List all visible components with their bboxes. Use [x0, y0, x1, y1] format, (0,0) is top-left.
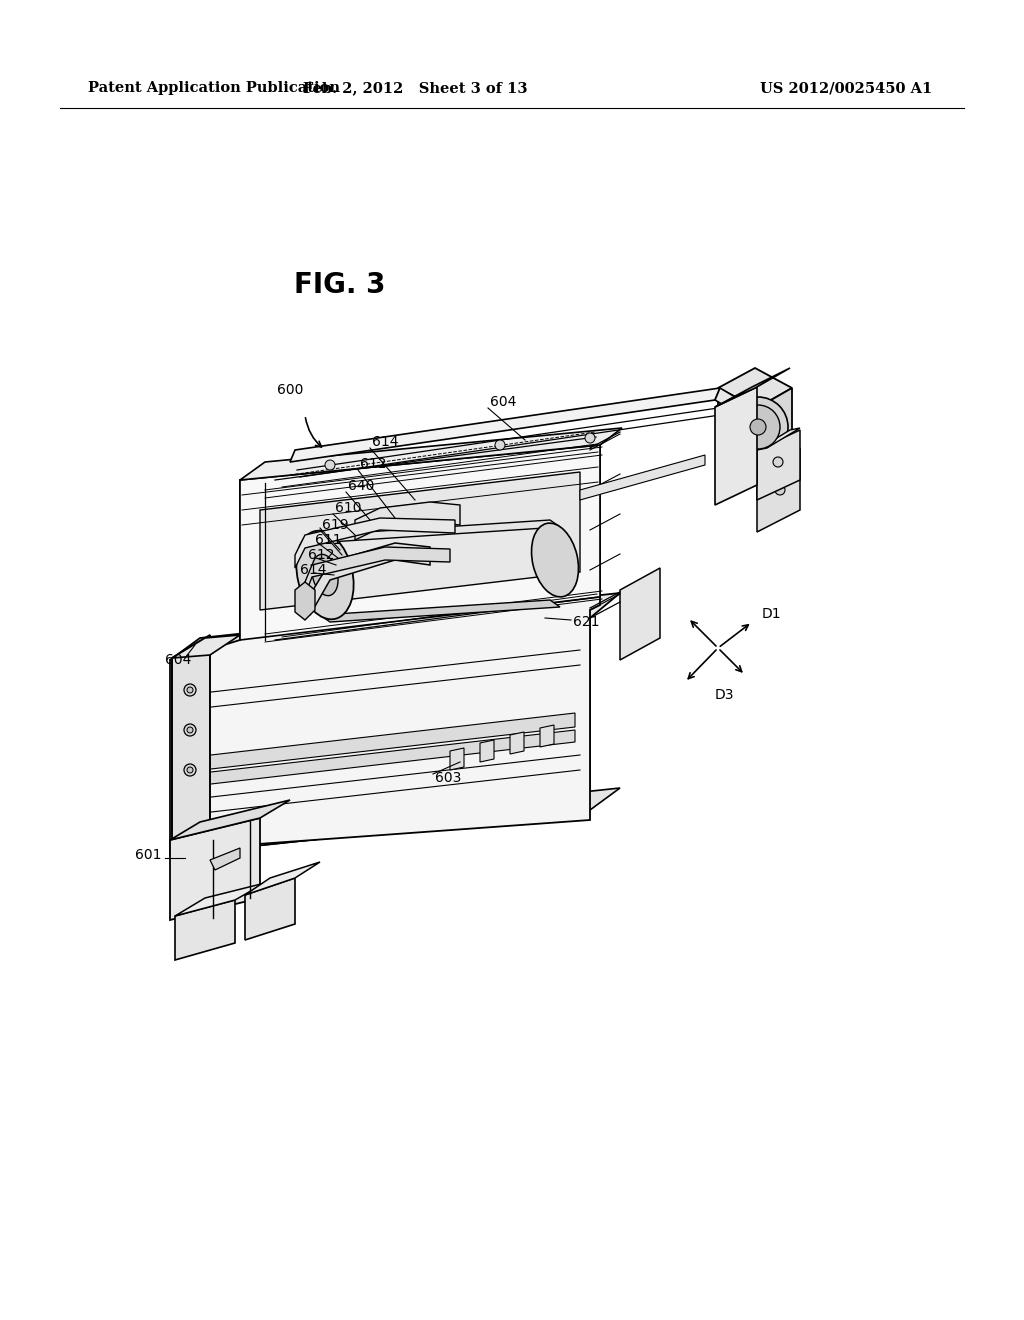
- Polygon shape: [715, 368, 790, 407]
- Polygon shape: [170, 788, 620, 855]
- Circle shape: [495, 440, 505, 450]
- Text: 621: 621: [573, 615, 599, 630]
- Text: 600: 600: [276, 383, 303, 397]
- Polygon shape: [757, 428, 800, 450]
- Circle shape: [736, 405, 780, 449]
- Polygon shape: [718, 388, 757, 484]
- Text: 604: 604: [490, 395, 516, 409]
- Ellipse shape: [312, 554, 338, 595]
- Polygon shape: [210, 847, 240, 870]
- Text: D1: D1: [762, 607, 781, 620]
- Polygon shape: [580, 455, 705, 500]
- Polygon shape: [245, 878, 295, 940]
- Polygon shape: [175, 883, 265, 916]
- Polygon shape: [510, 733, 524, 754]
- Circle shape: [750, 418, 766, 436]
- Circle shape: [325, 459, 335, 470]
- Polygon shape: [295, 517, 455, 568]
- Text: 603: 603: [435, 771, 462, 785]
- Polygon shape: [355, 502, 460, 540]
- Text: 614: 614: [372, 436, 398, 449]
- Polygon shape: [718, 368, 792, 408]
- Circle shape: [187, 767, 193, 774]
- Circle shape: [187, 727, 193, 733]
- Polygon shape: [170, 800, 290, 840]
- Text: 619: 619: [322, 517, 348, 532]
- Polygon shape: [260, 473, 580, 610]
- Polygon shape: [175, 445, 600, 850]
- Text: D3: D3: [715, 688, 734, 702]
- Circle shape: [184, 764, 196, 776]
- Polygon shape: [172, 635, 240, 657]
- Polygon shape: [540, 725, 554, 747]
- Polygon shape: [245, 862, 319, 895]
- Text: 604: 604: [165, 653, 191, 667]
- Circle shape: [184, 723, 196, 737]
- Circle shape: [775, 484, 785, 495]
- Polygon shape: [319, 601, 560, 622]
- Polygon shape: [240, 445, 600, 640]
- Circle shape: [187, 686, 193, 693]
- Polygon shape: [170, 593, 620, 660]
- Ellipse shape: [296, 531, 353, 619]
- Polygon shape: [175, 900, 234, 960]
- Circle shape: [773, 457, 783, 467]
- Polygon shape: [715, 387, 757, 506]
- Text: 611: 611: [315, 533, 342, 546]
- Polygon shape: [290, 388, 720, 462]
- Text: 610: 610: [335, 502, 361, 515]
- Polygon shape: [757, 388, 792, 484]
- Polygon shape: [757, 447, 800, 532]
- Text: Patent Application Publication: Patent Application Publication: [88, 81, 340, 95]
- Ellipse shape: [531, 523, 579, 597]
- Polygon shape: [172, 635, 210, 858]
- Text: FIG. 3: FIG. 3: [294, 271, 386, 300]
- Polygon shape: [170, 818, 260, 920]
- Polygon shape: [295, 582, 315, 620]
- Text: Feb. 2, 2012   Sheet 3 of 13: Feb. 2, 2012 Sheet 3 of 13: [303, 81, 527, 95]
- Circle shape: [184, 684, 196, 696]
- Text: 612: 612: [308, 548, 335, 562]
- Polygon shape: [480, 741, 494, 762]
- Polygon shape: [185, 730, 575, 787]
- Polygon shape: [450, 748, 464, 770]
- Text: 640: 640: [348, 479, 375, 492]
- Text: 601: 601: [135, 847, 161, 862]
- Polygon shape: [757, 447, 800, 470]
- Polygon shape: [620, 568, 660, 660]
- Polygon shape: [757, 430, 800, 500]
- Polygon shape: [305, 546, 450, 595]
- Polygon shape: [310, 543, 430, 615]
- Polygon shape: [319, 520, 560, 543]
- Polygon shape: [170, 620, 590, 855]
- Circle shape: [728, 397, 788, 457]
- Text: 614: 614: [300, 564, 327, 577]
- Text: 612: 612: [360, 457, 386, 471]
- Text: US 2012/0025450 A1: US 2012/0025450 A1: [760, 81, 932, 95]
- Circle shape: [585, 433, 595, 444]
- Polygon shape: [240, 428, 622, 480]
- Polygon shape: [715, 388, 757, 422]
- Polygon shape: [185, 713, 575, 772]
